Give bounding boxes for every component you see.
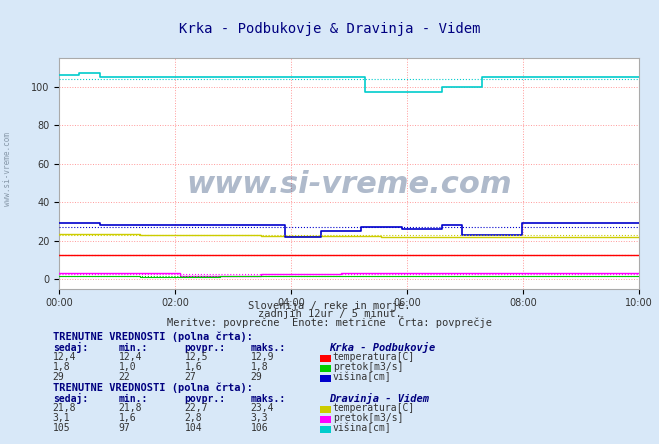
Text: 1,6: 1,6 (185, 362, 202, 372)
Text: 22,7: 22,7 (185, 403, 208, 413)
Text: 23,4: 23,4 (250, 403, 274, 413)
Text: maks.:: maks.: (250, 394, 285, 404)
Text: pretok[m3/s]: pretok[m3/s] (333, 362, 403, 372)
Text: 21,8: 21,8 (119, 403, 142, 413)
Text: Krka - Podbukovje: Krka - Podbukovje (330, 342, 436, 353)
Text: 12,4: 12,4 (53, 352, 76, 362)
Text: 27: 27 (185, 372, 196, 382)
Text: 29: 29 (53, 372, 65, 382)
Text: 29: 29 (250, 372, 262, 382)
Text: TRENUTNE VREDNOSTI (polna črta):: TRENUTNE VREDNOSTI (polna črta): (53, 382, 252, 393)
Text: 3,3: 3,3 (250, 413, 268, 423)
Text: TRENUTNE VREDNOSTI (polna črta):: TRENUTNE VREDNOSTI (polna črta): (53, 331, 252, 342)
Text: 104: 104 (185, 423, 202, 433)
Text: Krka - Podbukovje & Dravinja - Videm: Krka - Podbukovje & Dravinja - Videm (179, 22, 480, 36)
Text: zadnjih 12ur / 5 minut.: zadnjih 12ur / 5 minut. (258, 309, 401, 320)
Text: 1,0: 1,0 (119, 362, 136, 372)
Text: povpr.:: povpr.: (185, 343, 225, 353)
Text: Dravinja - Videm: Dravinja - Videm (330, 393, 430, 404)
Text: temperatura[C]: temperatura[C] (333, 403, 415, 413)
Text: sedaj:: sedaj: (53, 393, 88, 404)
Text: 97: 97 (119, 423, 130, 433)
Text: 12,5: 12,5 (185, 352, 208, 362)
Text: pretok[m3/s]: pretok[m3/s] (333, 413, 403, 423)
Text: 1,8: 1,8 (53, 362, 71, 372)
Text: 2,8: 2,8 (185, 413, 202, 423)
Text: Slovenija / reke in morje.: Slovenija / reke in morje. (248, 301, 411, 311)
Text: višina[cm]: višina[cm] (333, 422, 391, 433)
Text: www.si-vreme.com: www.si-vreme.com (186, 170, 512, 199)
Text: min.:: min.: (119, 343, 148, 353)
Text: www.si-vreme.com: www.si-vreme.com (3, 132, 13, 206)
Text: temperatura[C]: temperatura[C] (333, 352, 415, 362)
Text: 105: 105 (53, 423, 71, 433)
Text: 22: 22 (119, 372, 130, 382)
Text: 1,6: 1,6 (119, 413, 136, 423)
Text: Meritve: povprečne  Enote: metrične  Črta: povprečje: Meritve: povprečne Enote: metrične Črta:… (167, 316, 492, 329)
Text: min.:: min.: (119, 394, 148, 404)
Text: 1,8: 1,8 (250, 362, 268, 372)
Text: višina[cm]: višina[cm] (333, 371, 391, 382)
Text: 106: 106 (250, 423, 268, 433)
Text: 12,4: 12,4 (119, 352, 142, 362)
Text: maks.:: maks.: (250, 343, 285, 353)
Text: 3,1: 3,1 (53, 413, 71, 423)
Text: 21,8: 21,8 (53, 403, 76, 413)
Text: povpr.:: povpr.: (185, 394, 225, 404)
Text: sedaj:: sedaj: (53, 342, 88, 353)
Text: 12,9: 12,9 (250, 352, 274, 362)
